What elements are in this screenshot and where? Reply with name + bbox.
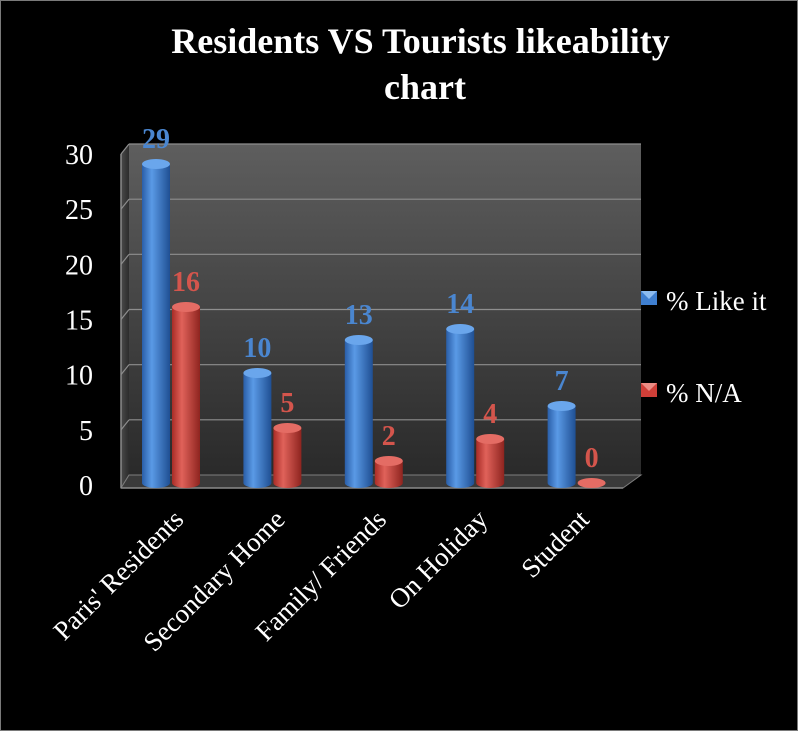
legend-item: % N/A	[641, 378, 742, 408]
chart-title-line-2: chart	[384, 67, 466, 107]
gridline-side	[120, 309, 130, 320]
y-tick-label: 10	[65, 361, 93, 392]
bar-top	[172, 302, 200, 312]
legend-swatch-highlight	[641, 291, 657, 299]
bar-top	[273, 423, 302, 433]
legend-label: % N/A	[666, 378, 742, 408]
gridline-side	[120, 253, 130, 265]
bar	[446, 324, 475, 488]
value-label: 14	[446, 289, 474, 320]
gridline-side	[120, 198, 130, 210]
legend: % Like it % N/A	[641, 286, 767, 408]
bar-body	[446, 329, 475, 488]
bar-top	[577, 478, 606, 488]
x-tick-label: Student	[515, 504, 595, 584]
y-tick-label: 20	[65, 250, 93, 281]
gridline-side	[120, 419, 130, 431]
legend-item: % Like it	[641, 286, 767, 316]
bar-body	[172, 307, 200, 488]
legend-label: % Like it	[666, 286, 767, 316]
bar-top	[476, 434, 505, 444]
bar-top	[243, 368, 272, 378]
value-label: 16	[172, 267, 200, 298]
bar-body	[243, 373, 272, 488]
bar-body	[547, 406, 576, 488]
bar-top	[142, 159, 170, 169]
bar	[344, 335, 373, 488]
value-labels: 29 16 10 5 13 2 14 4 7 0	[142, 124, 599, 474]
y-tick-label: 0	[79, 471, 93, 502]
gridline-side	[120, 364, 130, 376]
bar	[273, 423, 302, 488]
side-wall	[121, 144, 129, 488]
y-tick-label: 5	[79, 416, 93, 447]
value-label: 4	[483, 399, 497, 430]
bar-body	[344, 340, 373, 488]
y-axis-ticks: 0 5 10 15 20 25 30	[65, 140, 93, 502]
bar-top	[374, 456, 403, 466]
bar-body	[273, 428, 302, 488]
bar	[172, 302, 200, 488]
chart-title: Residents VS Tourists likeability chart	[171, 21, 678, 107]
legend-swatch-highlight	[641, 383, 657, 391]
bar	[577, 478, 606, 488]
value-label: 5	[280, 388, 294, 419]
y-tick-label: 30	[65, 140, 93, 171]
bar	[476, 434, 505, 488]
value-label: 7	[555, 366, 569, 397]
gridline-side	[120, 143, 130, 155]
y-tick-label: 15	[65, 306, 93, 337]
bar-body	[476, 439, 505, 488]
x-tick-label: On Holiday	[383, 504, 494, 615]
value-label: 0	[585, 443, 599, 474]
bar-top	[547, 401, 576, 411]
bar	[547, 401, 576, 488]
bar-top	[446, 324, 475, 334]
value-label: 2	[382, 421, 396, 452]
chart-title-line-1: Residents VS Tourists likeability	[171, 21, 669, 61]
value-label: 13	[345, 300, 373, 331]
bar	[374, 456, 403, 488]
bar-top	[344, 335, 373, 345]
y-tick-label: 25	[65, 195, 93, 226]
bars	[142, 159, 606, 488]
bar	[142, 159, 170, 488]
bar-body	[142, 164, 170, 488]
bar-body	[374, 461, 403, 488]
value-label: 29	[142, 124, 170, 155]
gridlines	[120, 143, 641, 431]
value-label: 10	[243, 333, 271, 364]
bar	[243, 368, 272, 488]
